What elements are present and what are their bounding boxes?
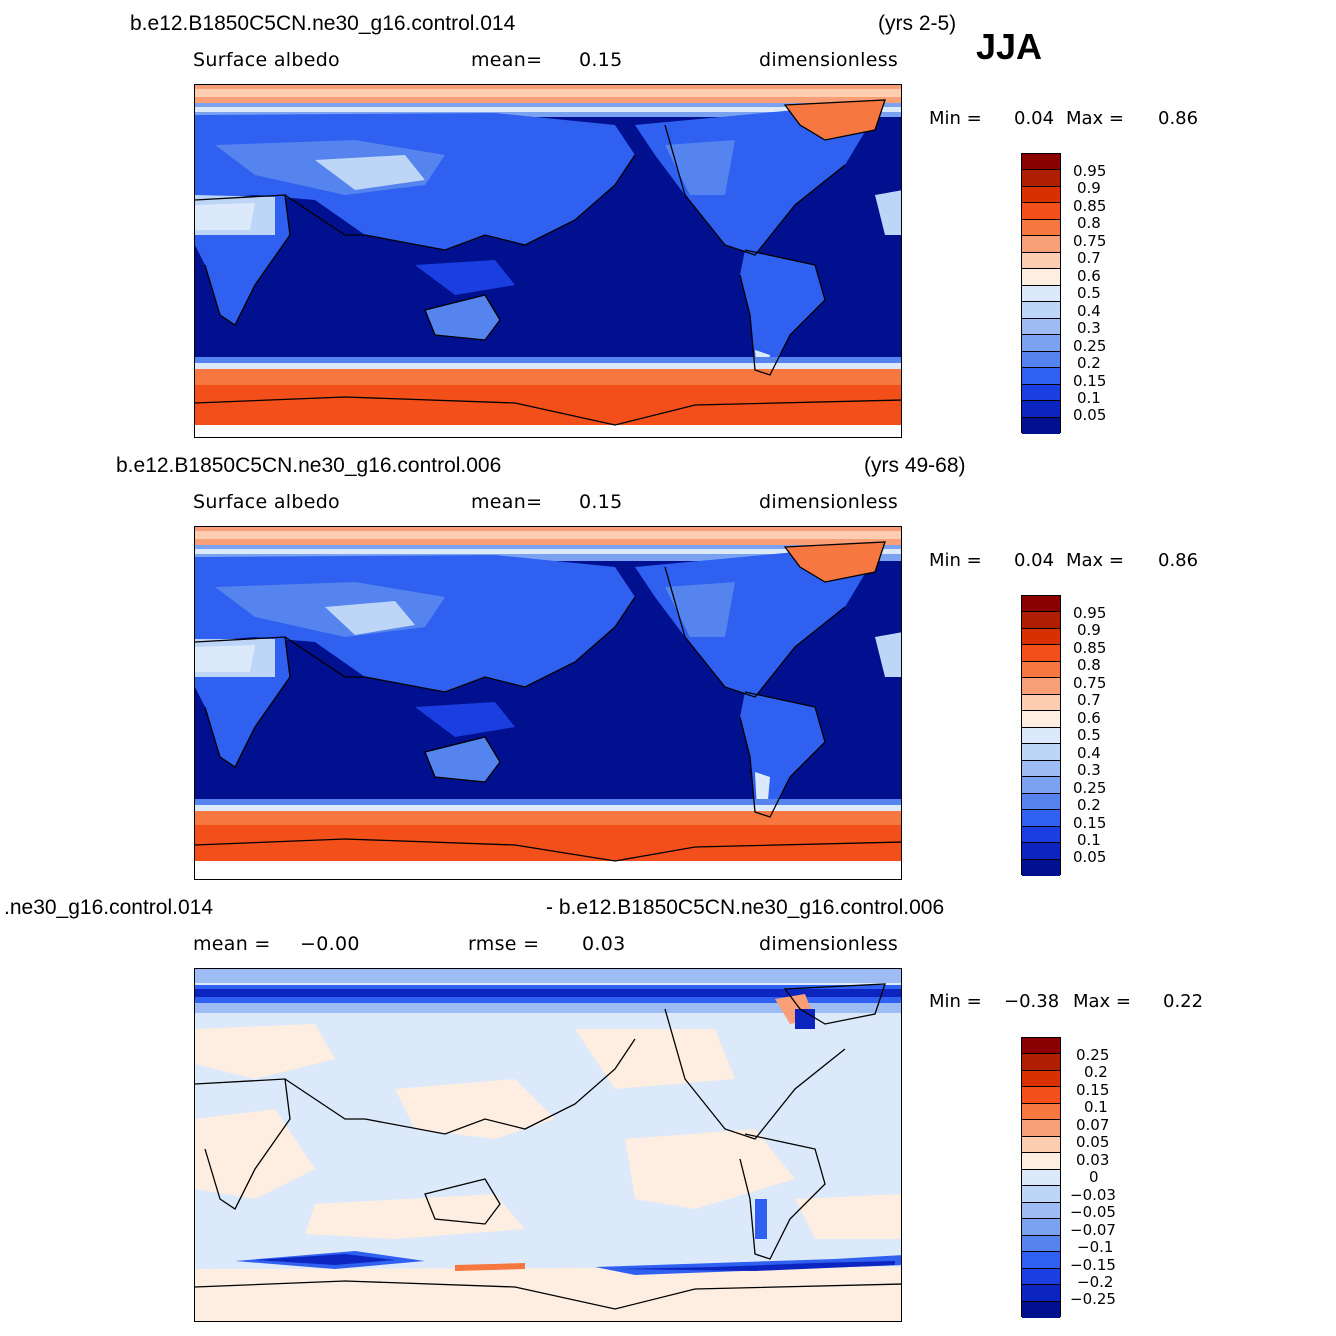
panel1-cb-label: 0.8 [1077, 214, 1101, 232]
panel2-albedo-map [194, 526, 902, 880]
panel1-cb-label: 0.95 [1073, 162, 1107, 180]
panel3-cb-label: −0.03 [1070, 1186, 1116, 1204]
panel2-cb-label: 0.7 [1077, 691, 1101, 709]
panel3-cb-label: 0.2 [1084, 1063, 1108, 1081]
panel3-max-value: 0.22 [1163, 991, 1204, 1012]
panel3-cb-label: 0.03 [1076, 1151, 1110, 1169]
panel1-cb-label: 0.9 [1077, 179, 1101, 197]
panel1-cb-label: 0.85 [1073, 197, 1107, 215]
panel1-cb-label: 0.75 [1073, 232, 1107, 250]
panel2-min-value: 0.04 [1014, 550, 1055, 571]
panel1-min-label: Min = [929, 108, 982, 129]
panel2-cb-label: 0.3 [1077, 761, 1101, 779]
panel2-max-label: Max = [1066, 550, 1125, 571]
panel2-cb-label: 0.15 [1073, 814, 1107, 832]
panel1-cb-label: 0.15 [1073, 372, 1107, 390]
panel1-cb-label: 0.25 [1073, 337, 1107, 355]
panel3-cb-label: 0.07 [1076, 1116, 1110, 1134]
panel3-cb-label: −0.15 [1070, 1256, 1116, 1274]
panel2-mean-label: mean= [471, 491, 543, 513]
season-label: JJA [976, 26, 1043, 67]
panel2-cb-label: 0.9 [1077, 621, 1101, 639]
panel2-cb-label: 0.5 [1077, 726, 1101, 744]
panel1-cb-label: 0.5 [1077, 284, 1101, 302]
panel1-cb-label: 0.4 [1077, 302, 1101, 320]
panel2-case-title: b.e12.B1850C5CN.ne30_g16.control.006 [116, 454, 502, 477]
panel3-cb-label: −0.25 [1070, 1290, 1116, 1308]
panel3-case-left: .ne30_g16.control.014 [4, 896, 214, 919]
panel2-cb-label: 0.8 [1077, 656, 1101, 674]
panel2-cb-label: 0.1 [1077, 831, 1101, 849]
panel1-min-value: 0.04 [1014, 108, 1055, 129]
panel2-cb-label: 0.85 [1073, 639, 1107, 657]
panel3-min-value: −0.38 [1004, 991, 1060, 1012]
panel3-cb-label: 0.1 [1084, 1098, 1108, 1116]
panel3-cb-label: −0.05 [1070, 1203, 1116, 1221]
panel2-cb-label: 0.2 [1077, 796, 1101, 814]
panel2-cb-label: 0.6 [1077, 709, 1101, 727]
panel2-mean-value: 0.15 [579, 491, 623, 513]
panel2-cb-label: 0.95 [1073, 604, 1107, 622]
panel1-colorbar [1021, 153, 1061, 434]
panel2-cb-label: 0.75 [1073, 674, 1107, 692]
panel1-max-value: 0.86 [1158, 108, 1199, 129]
panel1-mean-label: mean= [471, 49, 543, 71]
panel1-case-title: b.e12.B1850C5CN.ne30_g16.control.014 [130, 12, 516, 35]
panel1-cb-label: 0.6 [1077, 267, 1101, 285]
panel3-cb-label: −0.1 [1077, 1238, 1114, 1256]
panel1-cb-label: 0.05 [1073, 406, 1107, 424]
panel1-cb-label: 0.2 [1077, 354, 1101, 372]
panel3-cb-label: −0.2 [1077, 1273, 1114, 1291]
panel3-min-label: Min = [929, 991, 982, 1012]
panel1-cb-label: 0.7 [1077, 249, 1101, 267]
panel3-rmse-label: rmse = [468, 933, 540, 955]
panel1-max-label: Max = [1066, 108, 1125, 129]
panel2-max-value: 0.86 [1158, 550, 1199, 571]
panel3-cb-label: 0 [1089, 1168, 1099, 1186]
panel3-rmse-value: 0.03 [582, 933, 626, 955]
panel3-mean-label: mean = [193, 933, 271, 955]
panel2-cb-label: 0.25 [1073, 779, 1107, 797]
panel3-cb-label: 0.25 [1076, 1046, 1110, 1064]
panel1-units: dimensionless [759, 49, 899, 71]
panel3-units: dimensionless [759, 933, 899, 955]
panel3-max-label: Max = [1073, 991, 1132, 1012]
panel2-cb-label: 0.4 [1077, 744, 1101, 762]
panel1-cb-label: 0.1 [1077, 389, 1101, 407]
panel1-mean-value: 0.15 [579, 49, 623, 71]
panel3-case-right: - b.e12.B1850C5CN.ne30_g16.control.006 [546, 896, 945, 919]
panel2-years: (yrs 49-68) [864, 454, 966, 477]
panel3-cb-label: −0.07 [1070, 1221, 1116, 1239]
panel2-min-label: Min = [929, 550, 982, 571]
panel2-variable: Surface albedo [193, 491, 340, 513]
panel3-mean-value: −0.00 [300, 933, 360, 955]
panel1-variable: Surface albedo [193, 49, 340, 71]
panel3-cb-label: 0.15 [1076, 1081, 1110, 1099]
panel2-colorbar [1021, 595, 1061, 876]
panel3-cb-label: 0.05 [1076, 1133, 1110, 1151]
panel2-cb-label: 0.05 [1073, 848, 1107, 866]
panel1-years: (yrs 2-5) [878, 12, 957, 35]
panel2-units: dimensionless [759, 491, 899, 513]
panel3-difference-map [194, 968, 902, 1322]
panel1-cb-label: 0.3 [1077, 319, 1101, 337]
panel3-colorbar [1021, 1037, 1061, 1318]
panel1-albedo-map [194, 84, 902, 438]
